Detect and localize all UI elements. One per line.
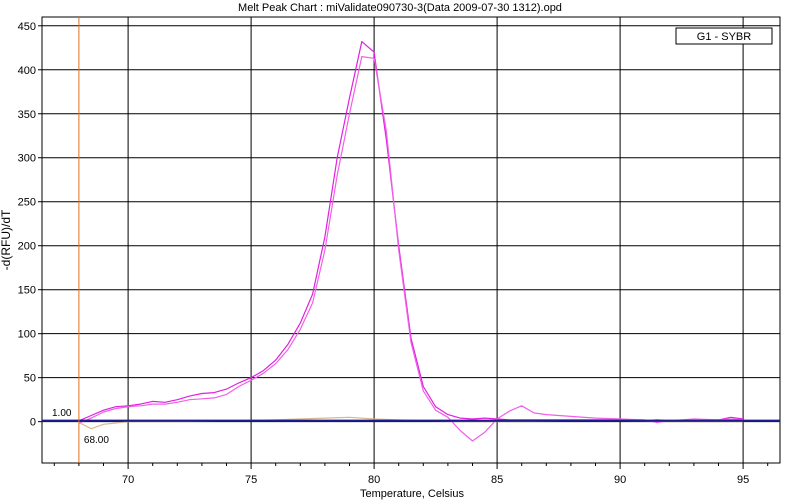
- y-tick-label: 200: [18, 241, 36, 253]
- legend-entry: G1 - SYBR: [697, 31, 751, 43]
- x-tick-label: 70: [122, 474, 134, 486]
- y-tick-label: 450: [18, 21, 36, 33]
- y-axis-ticks: 0 50 100 150 200 250 300 350 400 450: [18, 21, 42, 429]
- y-tick-label: 300: [18, 153, 36, 165]
- threshold-and-marker: 1.00 68.00: [42, 17, 780, 463]
- x-tick-label: 75: [245, 474, 257, 486]
- chart-title: Melt Peak Chart : miValidate090730-3(Dat…: [238, 2, 562, 14]
- temperature-marker-label: 68.00: [84, 435, 109, 446]
- y-tick-label: 50: [24, 373, 36, 385]
- x-tick-label: 90: [614, 474, 626, 486]
- x-tick-label: 95: [737, 474, 749, 486]
- y-tick-label: 250: [18, 197, 36, 209]
- grid-lines: [42, 17, 780, 463]
- y-tick-label: 0: [30, 417, 36, 429]
- x-tick-label: 80: [368, 474, 380, 486]
- series-line: [78, 55, 744, 442]
- x-axis-ticks: 70 75 80 85 90 95: [53, 463, 769, 486]
- legend-box: [675, 27, 773, 45]
- y-tick-label: 400: [18, 65, 36, 77]
- y-tick-label: 100: [18, 329, 36, 341]
- x-axis-label: Temperature, Celsius: [360, 488, 464, 500]
- y-tick-label: 350: [18, 109, 36, 121]
- plot-area: [41, 16, 781, 464]
- threshold-label: 1.00: [52, 408, 72, 419]
- legend[interactable]: G1 - SYBR: [675, 27, 773, 45]
- y-axis-label: -d(RFU)/dT: [0, 209, 13, 270]
- y-tick-label: 150: [18, 285, 36, 297]
- x-tick-label: 85: [491, 474, 503, 486]
